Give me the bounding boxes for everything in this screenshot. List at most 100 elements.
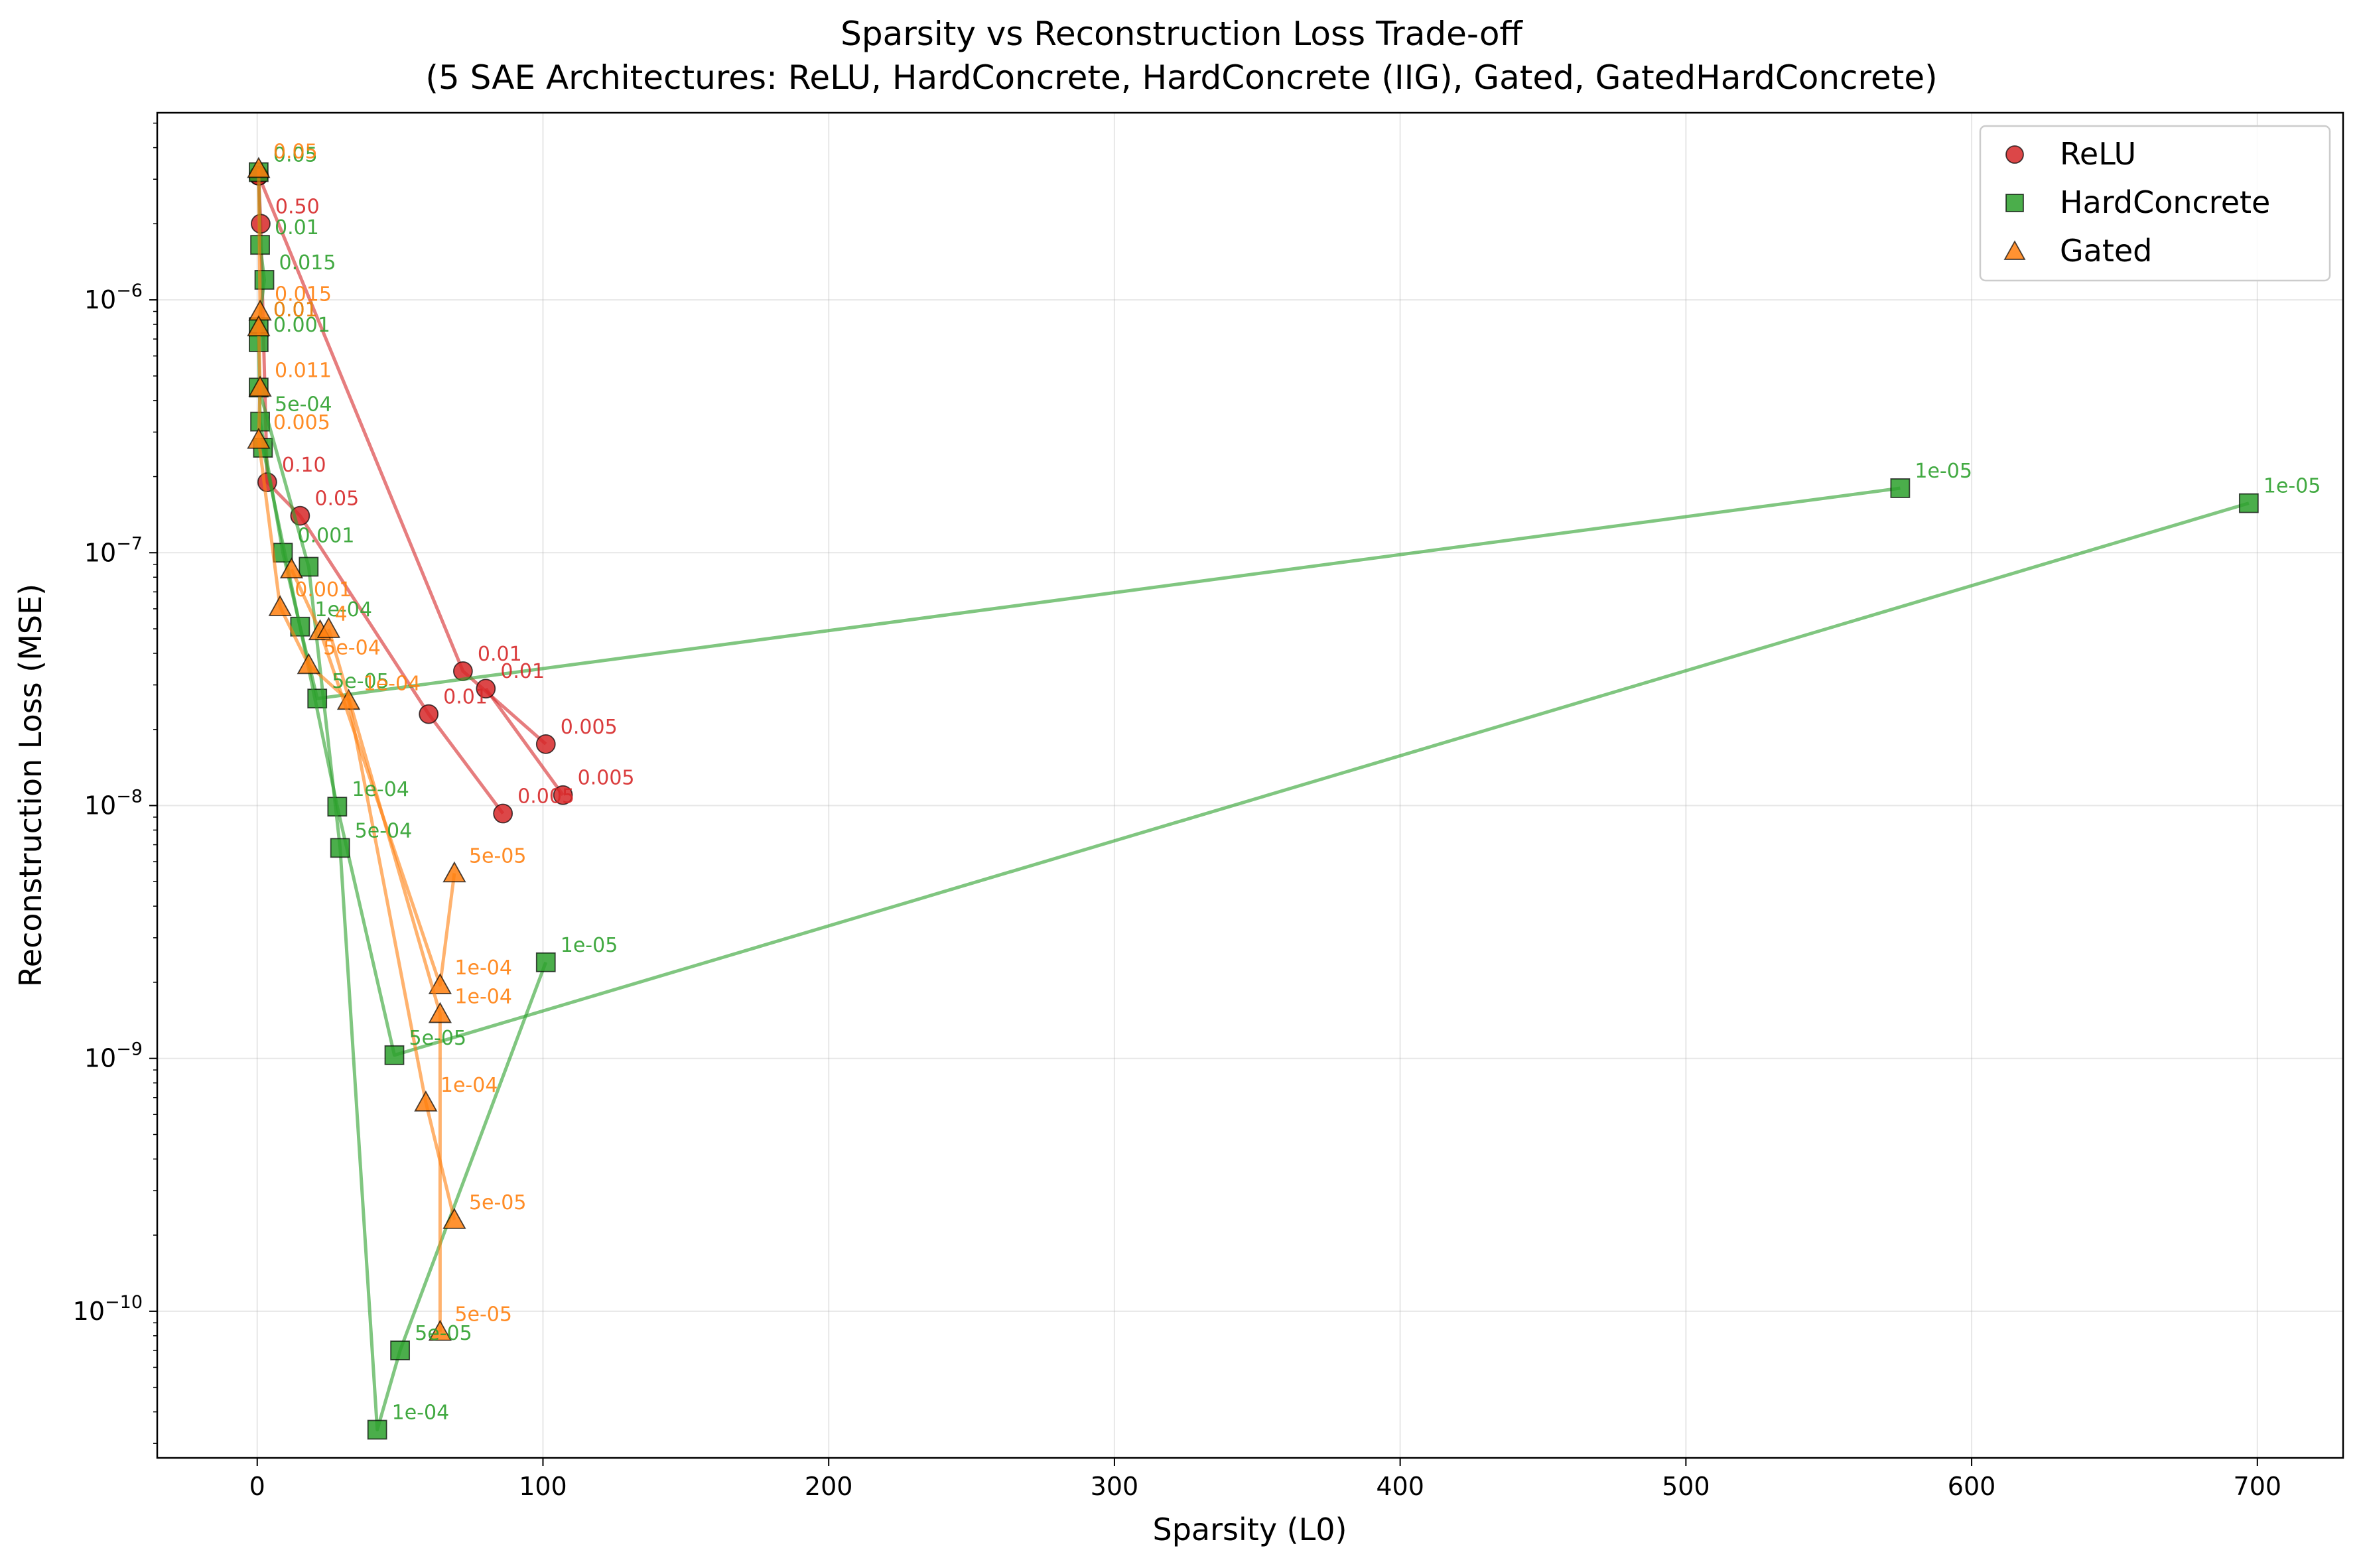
point-label: 5e-05 xyxy=(332,670,389,693)
point-label: 0.01 xyxy=(478,643,522,666)
point-label: 1e-04 xyxy=(454,986,512,1009)
point-label: 0.005 xyxy=(273,411,330,434)
point-label: 1e-04 xyxy=(352,778,409,801)
point-label: 1e-05 xyxy=(1915,460,1972,483)
legend-marker xyxy=(2005,145,2024,164)
data-point xyxy=(316,617,341,638)
legend-item-gated: Gated xyxy=(2003,233,2152,269)
data-point xyxy=(2238,493,2259,513)
chart-title-line2: (5 SAE Architectures: ReLU, HardConcrete… xyxy=(425,58,1937,97)
data-point xyxy=(428,1319,452,1341)
point-label: 0.50 xyxy=(275,195,320,218)
point-label: 5e-05 xyxy=(415,1322,472,1345)
y-tick-label: 10−6 xyxy=(84,281,143,314)
point-label: 0.01 xyxy=(500,660,545,683)
x-tick-label: 700 xyxy=(2234,1472,2282,1501)
x-axis: 0 100 200 300 400 500 600 700 xyxy=(249,1458,2281,1501)
data-point xyxy=(476,679,496,699)
legend-marker xyxy=(2005,194,2024,212)
data-point xyxy=(428,973,452,994)
data-point xyxy=(442,861,466,883)
point-label: 5e-04 xyxy=(355,819,413,842)
point-label: 0.001 xyxy=(298,524,355,547)
point-label: 1e-04 xyxy=(364,672,421,695)
y-axis-label: Reconstruction Loss (MSE) xyxy=(13,584,48,987)
legend-item-relu: ReLU xyxy=(2005,136,2136,172)
point-label: 1e-04 xyxy=(392,1402,450,1425)
data-point xyxy=(535,734,556,754)
data-point xyxy=(493,803,513,824)
point-label: 5e-05 xyxy=(469,845,527,868)
point-label: 1e-05 xyxy=(561,934,618,957)
data-point xyxy=(247,157,271,178)
point-label: 5e-05 xyxy=(469,1191,527,1214)
data-point xyxy=(279,557,304,579)
series-gated xyxy=(247,157,466,1229)
legend-item-hardconcrete: HardConcrete xyxy=(2005,184,2270,220)
grid-layer xyxy=(157,113,2343,1458)
legend-marker xyxy=(2003,240,2026,260)
point-label: 4 xyxy=(335,602,348,625)
data-point xyxy=(247,315,271,337)
y-tick-label: 10−8 xyxy=(84,786,143,820)
series-line xyxy=(484,687,565,797)
y-axis: 10−10 10−9 10−8 10−7 10−6 xyxy=(73,122,157,1444)
data-point xyxy=(414,1090,438,1112)
data-point xyxy=(384,1045,405,1065)
legend-label: Gated xyxy=(2060,233,2152,269)
data-point xyxy=(297,653,320,675)
point-label: 0.01 xyxy=(273,298,318,322)
data-point xyxy=(535,952,556,972)
point-label: 0.011 xyxy=(275,359,332,382)
data-point xyxy=(1890,478,1911,498)
data-point xyxy=(254,270,275,290)
data-point xyxy=(442,1208,466,1229)
point-label: 0.001 xyxy=(295,578,352,602)
series-relu xyxy=(476,679,573,805)
legend-label: ReLU xyxy=(2060,136,2136,172)
point-label: 1e-04 xyxy=(454,956,512,980)
data-point xyxy=(330,838,350,858)
series-line xyxy=(261,447,2250,1057)
point-label: 0.001 xyxy=(273,314,330,337)
x-tick-label: 200 xyxy=(805,1472,853,1501)
point-label: 1e-04 xyxy=(440,1074,498,1097)
point-label: 1e-04 xyxy=(314,598,372,621)
point-label-layer: 0.500.100.050.010.0050.010.0050.010.0050… xyxy=(273,140,2321,1424)
x-tick-label: 300 xyxy=(1091,1472,1139,1501)
data-point xyxy=(428,1002,452,1023)
data-point xyxy=(268,595,292,616)
point-label: 5e-04 xyxy=(323,636,381,659)
x-tick-label: 100 xyxy=(519,1472,567,1501)
plot-frame xyxy=(156,111,2344,1459)
series-line xyxy=(257,387,548,1431)
point-label: 0.05 xyxy=(273,140,318,163)
data-point xyxy=(247,427,271,449)
point-label: 0.01 xyxy=(443,686,488,709)
data-point xyxy=(390,1340,411,1360)
y-tick-label: 10−9 xyxy=(84,1039,143,1073)
x-tick-label: 0 xyxy=(249,1472,265,1501)
point-label: 0.10 xyxy=(282,454,326,477)
point-label: 0.01 xyxy=(275,216,319,239)
legend: ReLU HardConcrete Gated xyxy=(1979,125,2331,282)
point-label: 0.015 xyxy=(279,251,336,275)
data-point xyxy=(419,704,439,724)
y-tick-label: 10−10 xyxy=(73,1292,143,1326)
x-axis-label: Sparsity (L0) xyxy=(1153,1512,1347,1547)
point-label: 5e-04 xyxy=(275,393,332,417)
legend-label: HardConcrete xyxy=(2060,184,2270,220)
point-label: 0.005 xyxy=(517,785,574,809)
legend-box xyxy=(1979,125,2331,282)
series-gated xyxy=(316,617,452,1341)
data-point xyxy=(299,556,319,577)
series-hardconcrete xyxy=(253,438,2259,1065)
data-point xyxy=(248,375,272,397)
point-label: 0.05 xyxy=(314,488,359,511)
point-label: 0.015 xyxy=(275,283,332,306)
data-point xyxy=(367,1419,387,1440)
point-label: 5e-05 xyxy=(409,1027,466,1050)
